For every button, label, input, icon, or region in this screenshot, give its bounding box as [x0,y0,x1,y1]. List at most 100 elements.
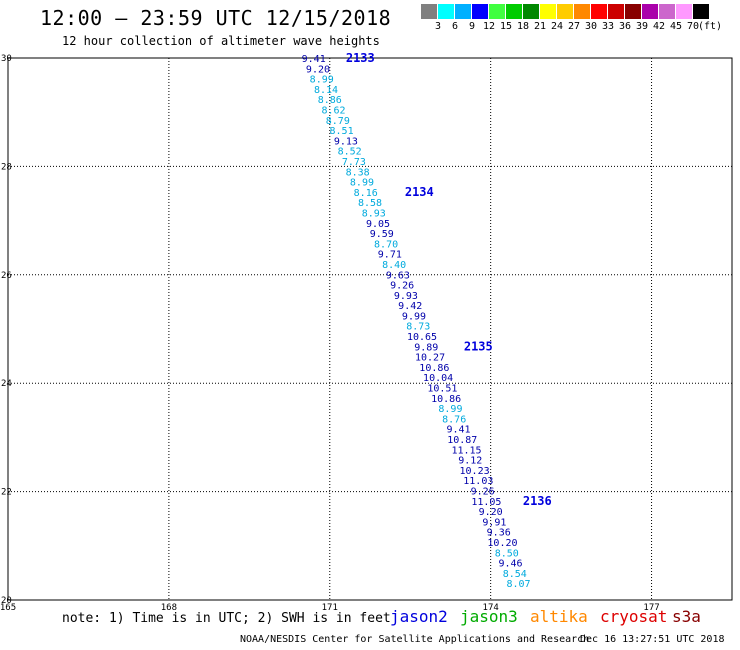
legend-entry-jason2: jason2 [390,607,448,626]
wave-height-label: 8.62 [321,105,345,116]
wave-height-label: 8.38 [346,167,370,178]
x-tick-label: 174 [483,603,499,613]
wave-height-label: 8.52 [338,147,362,158]
credit-line: NOAA/NESDIS Center for Satellite Applica… [240,634,590,645]
legend-entry-altika: altika [530,607,588,626]
color-scale-label: 39 [635,21,649,32]
wave-height-label: 9.63 [386,270,410,281]
color-swatch [591,4,608,19]
color-swatch [523,4,540,19]
wave-height-label: 8.40 [382,260,406,271]
pass-number-label: 2133 [346,51,375,65]
wave-height-label: 8.99 [350,178,374,189]
wave-height-label: 9.89 [414,342,438,353]
color-swatch [506,4,523,19]
wave-height-label: 10.23 [460,466,490,477]
wave-height-label: 8.14 [314,85,338,96]
wave-height-label: 9.36 [487,528,511,539]
wave-height-label: 8.70 [374,239,398,250]
wave-height-label: 7.73 [342,157,366,168]
wave-height-label: 9.41 [446,425,470,436]
wave-height-label: 8.76 [442,414,466,425]
wave-height-label: 10.20 [487,538,517,549]
wave-height-label: 8.99 [310,75,334,86]
wave-height-label: 8.50 [495,548,519,559]
color-scale-swatches [421,4,740,19]
pass-number-label: 2135 [464,339,493,353]
wave-height-label: 8.99 [438,404,462,415]
color-scale-label: 70 [686,21,700,32]
color-scale-label: 18 [516,21,530,32]
pass-number-label: 2136 [523,494,552,508]
wave-height-label: 11.15 [451,445,481,456]
wave-height-label: 9.20 [479,507,503,518]
y-tick-label: 24 [1,379,12,389]
legend-entry-s3a: s3a [672,607,701,626]
wave-height-label: 9.71 [378,250,402,261]
generated-timestamp: Dec 16 13:27:51 UTC 2018 [580,634,725,645]
color-scale-label: 33 [601,21,615,32]
color-swatch [642,4,659,19]
wave-height-label: 8.86 [318,95,342,106]
wave-height-label: 10.86 [431,394,461,405]
wave-height-label: 9.42 [398,301,422,312]
wave-height-label: 11.05 [471,497,501,508]
color-scale-label: 15 [499,21,513,32]
color-swatch [574,4,591,19]
wave-height-label: 8.54 [503,569,527,580]
color-scale-label: 27 [567,21,581,32]
wave-height-label: 8.51 [330,126,354,137]
color-scale-label: 24 [550,21,564,32]
wave-height-label: 10.04 [423,373,453,384]
legend-entry-cryosat: cryosat [600,607,668,626]
color-scale-label: 36 [618,21,632,32]
wave-height-label: 9.12 [458,456,482,467]
wave-height-label: 9.26 [390,281,414,292]
wave-height-label: 8.58 [358,198,382,209]
wave-height-label: 9.13 [334,136,358,147]
plot-frame [7,57,733,601]
y-tick-label: 22 [1,488,12,498]
color-scale-label: 42 [652,21,666,32]
wave-height-label: 10.27 [415,353,445,364]
units-note: note: 1) Time is in UTC; 2) SWH is in fe… [62,611,391,626]
color-swatch [540,4,557,19]
y-tick-label: 20 [1,596,12,606]
wave-height-label: 9.26 [471,487,495,498]
legend-entry-jason3: jason3 [460,607,518,626]
color-scale-label: 6 [451,21,459,32]
x-tick-label: 165 [0,603,16,613]
wave-height-label: 11.03 [463,476,493,487]
color-swatch [438,4,455,19]
x-tick-label: 168 [161,603,177,613]
color-scale-label: 21 [533,21,547,32]
color-scale-label: 30 [584,21,598,32]
color-swatch [608,4,625,19]
color-swatch [472,4,489,19]
color-scale-label: 3 [434,21,442,32]
color-swatch [625,4,642,19]
wave-height-label: 8.93 [362,208,386,219]
wave-height-label: 8.79 [326,116,350,127]
wave-height-label: 9.41 [302,54,326,65]
color-swatch [676,4,693,19]
wave-height-label: 9.99 [402,311,426,322]
color-swatch [421,4,438,19]
chart-subtitle: 12 hour collection of altimeter wave hei… [62,34,380,48]
wave-height-label: 9.91 [482,517,506,528]
wave-height-label: 8.73 [406,322,430,333]
y-tick-label: 28 [1,162,12,172]
wave-height-label: 8.16 [354,188,378,199]
wave-height-label: 9.93 [394,291,418,302]
color-scale-label: (ft) [697,21,723,32]
y-tick-label: 30 [1,54,12,64]
color-scale-label: 12 [482,21,496,32]
color-scale-label: 45 [669,21,683,32]
wave-height-label: 8.07 [507,579,531,590]
wave-height-label: 9.05 [366,219,390,230]
pass-number-label: 2134 [405,185,434,199]
x-tick-label: 171 [322,603,338,613]
wave-height-label: 9.59 [370,229,394,240]
color-scale-labels: 3 6 9 12 15 18 21 24 27 30 33 36 39 42 45 70 (ft) [421,19,740,33]
